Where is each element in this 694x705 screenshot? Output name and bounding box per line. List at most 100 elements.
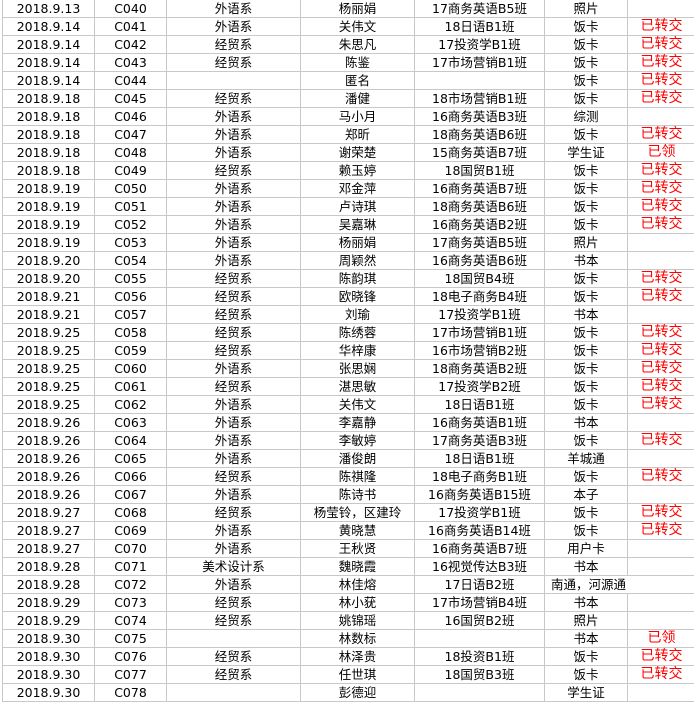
name-cell[interactable]: 姚锦瑶 [301, 612, 415, 629]
status-cell[interactable] [628, 0, 694, 17]
date-cell[interactable]: 2018.9.14 [3, 18, 95, 35]
date-cell[interactable]: 2018.9.18 [3, 90, 95, 107]
name-cell[interactable]: 杨莹铃，区建玲 [301, 504, 415, 521]
item-cell[interactable]: 饭卡 [545, 504, 628, 521]
name-cell[interactable]: 朱思凡 [301, 36, 415, 53]
name-cell[interactable]: 李敏婷 [301, 432, 415, 449]
name-cell[interactable]: 湛思敏 [301, 378, 415, 395]
status-cell[interactable]: 已转交 [640, 522, 683, 538]
status-cell[interactable]: 已领 [647, 630, 676, 646]
department-cell[interactable]: 外语系 [167, 540, 301, 557]
class-cell[interactable] [415, 684, 545, 701]
class-cell[interactable] [415, 72, 545, 89]
item-cell[interactable]: 饭卡 [545, 198, 628, 215]
date-cell[interactable]: 2018.9.19 [3, 234, 95, 251]
department-cell[interactable] [167, 72, 301, 89]
date-cell[interactable]: 2018.9.14 [3, 72, 95, 89]
status-cell[interactable]: 已转交 [640, 648, 683, 664]
date-cell[interactable]: 2018.9.25 [3, 378, 95, 395]
department-cell[interactable]: 外语系 [167, 180, 301, 197]
name-cell[interactable]: 关伟文 [301, 396, 415, 413]
item-cell[interactable]: 饭卡 [545, 18, 628, 35]
name-cell[interactable]: 吴嘉琳 [301, 216, 415, 233]
date-cell[interactable]: 2018.9.30 [3, 630, 95, 647]
name-cell[interactable]: 林小莸 [301, 594, 415, 611]
status-cell[interactable] [628, 252, 694, 269]
id-cell[interactable]: C062 [95, 396, 167, 413]
item-cell[interactable]: 饭卡 [545, 126, 628, 143]
date-cell[interactable]: 2018.9.20 [3, 270, 95, 287]
id-cell[interactable]: C041 [95, 18, 167, 35]
id-cell[interactable]: C068 [95, 504, 167, 521]
date-cell[interactable]: 2018.9.25 [3, 360, 95, 377]
item-cell[interactable]: 饭卡 [545, 54, 628, 71]
name-cell[interactable]: 郑昕 [301, 126, 415, 143]
name-cell[interactable]: 卢诗琪 [301, 198, 415, 215]
status-cell[interactable]: 已转交 [640, 180, 683, 196]
class-cell[interactable]: 16商务英语B7班 [415, 180, 545, 197]
name-cell[interactable]: 陈诗书 [301, 486, 415, 503]
class-cell[interactable]: 18商务英语B2班 [415, 360, 545, 377]
class-cell[interactable]: 16商务英语B7班 [415, 540, 545, 557]
status-cell[interactable]: 已转交 [640, 90, 683, 106]
department-cell[interactable]: 外语系 [167, 18, 301, 35]
name-cell[interactable]: 陈韵琪 [301, 270, 415, 287]
date-cell[interactable]: 2018.9.21 [3, 288, 95, 305]
item-cell[interactable]: 书本 [545, 630, 628, 647]
date-cell[interactable]: 2018.9.27 [3, 522, 95, 539]
status-cell[interactable]: 已转交 [640, 504, 683, 520]
class-cell[interactable]: 16商务英语B6班 [415, 252, 545, 269]
date-cell[interactable]: 2018.9.30 [3, 684, 95, 701]
name-cell[interactable]: 陈祺隆 [301, 468, 415, 485]
id-cell[interactable]: C058 [95, 324, 167, 341]
item-cell[interactable]: 南通，河源通 [551, 577, 627, 592]
class-cell[interactable]: 17商务英语B5班 [415, 0, 545, 17]
date-cell[interactable]: 2018.9.26 [3, 414, 95, 431]
department-cell[interactable]: 经贸系 [167, 378, 301, 395]
id-cell[interactable]: C072 [95, 576, 167, 593]
date-cell[interactable]: 2018.9.28 [3, 576, 95, 593]
department-cell[interactable]: 经贸系 [167, 162, 301, 179]
class-cell[interactable]: 17商务英语B5班 [415, 234, 545, 251]
date-cell[interactable]: 2018.9.26 [3, 450, 95, 467]
department-cell[interactable] [167, 684, 301, 701]
class-cell[interactable]: 18商务英语B6班 [415, 126, 545, 143]
status-cell[interactable]: 已领 [647, 144, 676, 160]
date-cell[interactable]: 2018.9.30 [3, 648, 95, 665]
name-cell[interactable]: 刘瑜 [301, 306, 415, 323]
name-cell[interactable]: 魏晓霞 [301, 558, 415, 575]
class-cell[interactable]: 18日语B1班 [415, 18, 545, 35]
date-cell[interactable]: 2018.9.13 [3, 0, 95, 17]
date-cell[interactable]: 2018.9.26 [3, 468, 95, 485]
id-cell[interactable]: C064 [95, 432, 167, 449]
id-cell[interactable]: C071 [95, 558, 167, 575]
status-cell[interactable]: 已转交 [640, 126, 683, 142]
class-cell[interactable]: 18电子商务B1班 [415, 468, 545, 485]
date-cell[interactable]: 2018.9.19 [3, 198, 95, 215]
id-cell[interactable]: C067 [95, 486, 167, 503]
date-cell[interactable]: 2018.9.20 [3, 252, 95, 269]
date-cell[interactable]: 2018.9.28 [3, 558, 95, 575]
status-cell[interactable]: 已转交 [640, 324, 683, 340]
item-cell[interactable]: 饭卡 [545, 522, 628, 539]
item-cell[interactable]: 用户卡 [545, 540, 628, 557]
department-cell[interactable]: 外语系 [167, 0, 301, 17]
id-cell[interactable]: C077 [95, 666, 167, 683]
department-cell[interactable]: 美术设计系 [167, 558, 301, 575]
date-cell[interactable]: 2018.9.29 [3, 594, 95, 611]
name-cell[interactable]: 马小月 [301, 108, 415, 125]
name-cell[interactable]: 林泽贵 [301, 648, 415, 665]
name-cell[interactable]: 匿名 [301, 72, 415, 89]
item-cell[interactable]: 饭卡 [545, 324, 628, 341]
item-cell[interactable]: 饭卡 [545, 216, 628, 233]
id-cell[interactable]: C066 [95, 468, 167, 485]
department-cell[interactable]: 经贸系 [167, 342, 301, 359]
department-cell[interactable]: 经贸系 [167, 288, 301, 305]
date-cell[interactable]: 2018.9.14 [3, 54, 95, 71]
id-cell[interactable]: C046 [95, 108, 167, 125]
item-cell[interactable]: 饭卡 [545, 468, 628, 485]
name-cell[interactable]: 赖玉婷 [301, 162, 415, 179]
name-cell[interactable]: 潘俊朗 [301, 450, 415, 467]
status-cell[interactable]: 已转交 [640, 468, 683, 484]
id-cell[interactable]: C050 [95, 180, 167, 197]
